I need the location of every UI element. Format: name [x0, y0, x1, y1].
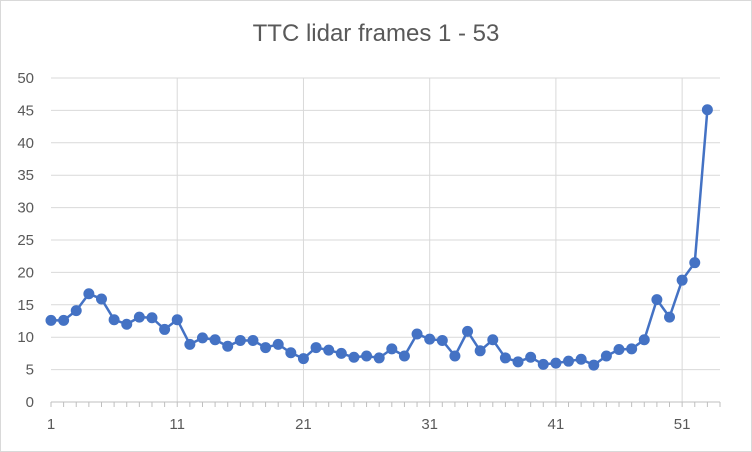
- data-point: [651, 294, 663, 306]
- data-point: [701, 104, 713, 116]
- x-tick-label: 21: [295, 416, 312, 433]
- data-point: [600, 350, 612, 362]
- data-point: [310, 342, 322, 354]
- data-point: [411, 328, 423, 340]
- data-point: [676, 274, 688, 286]
- y-tick-label: 30: [17, 200, 34, 217]
- data-point: [58, 314, 70, 326]
- data-point: [525, 351, 537, 363]
- series-line: [51, 109, 709, 367]
- data-point: [146, 312, 158, 324]
- data-point: [373, 352, 385, 364]
- x-tick-label: 1: [47, 416, 55, 433]
- data-point: [689, 257, 701, 269]
- y-tick-label: 50: [17, 70, 34, 87]
- data-point: [222, 340, 234, 352]
- x-tick-label: 51: [674, 416, 691, 433]
- y-tick-label: 0: [26, 394, 34, 411]
- y-tick-label: 45: [17, 102, 34, 119]
- data-point: [95, 293, 107, 305]
- data-point: [575, 353, 587, 365]
- x-tick-label: 41: [548, 416, 565, 433]
- data-point: [234, 334, 246, 346]
- data-point: [398, 350, 410, 362]
- chart-title: TTC lidar frames 1 - 53: [252, 20, 500, 47]
- data-point: [70, 305, 82, 317]
- data-point: [285, 347, 297, 359]
- data-point: [436, 334, 448, 346]
- x-tick-label: 11: [169, 416, 185, 433]
- y-tick-label: 25: [17, 232, 34, 249]
- data-point: [184, 338, 196, 350]
- data-point: [159, 323, 171, 335]
- data-point: [499, 352, 511, 364]
- y-tick-label: 35: [17, 167, 34, 184]
- data-point: [196, 332, 208, 344]
- y-tick-label: 20: [17, 264, 34, 281]
- data-point: [297, 353, 309, 365]
- data-point: [638, 334, 650, 346]
- y-tick-label: 10: [17, 329, 34, 346]
- data-point: [121, 318, 133, 330]
- data-point: [171, 314, 183, 326]
- data-point: [83, 288, 95, 300]
- data-point: [272, 338, 284, 350]
- data-point: [626, 343, 638, 355]
- x-tick-label: 31: [421, 416, 438, 433]
- data-point: [462, 325, 474, 337]
- data-point: [449, 350, 461, 362]
- data-point: [474, 345, 486, 357]
- data-point: [512, 356, 524, 368]
- data-point: [424, 333, 436, 345]
- data-point: [550, 357, 562, 369]
- data-point: [247, 334, 259, 346]
- data-point: [613, 344, 625, 356]
- data-point: [386, 343, 398, 355]
- data-point: [588, 359, 600, 371]
- y-tick-label: 40: [17, 135, 34, 152]
- data-point: [45, 314, 57, 326]
- data-point: [335, 347, 347, 359]
- y-tick-label: 15: [17, 297, 34, 314]
- data-point: [323, 344, 335, 356]
- data-point: [537, 358, 549, 370]
- y-tick-label: 5: [26, 362, 34, 379]
- data-point: [348, 351, 360, 363]
- data-point: [664, 311, 676, 323]
- data-point: [361, 350, 373, 362]
- data-point: [108, 314, 120, 326]
- data-point: [209, 334, 221, 346]
- data-point: [563, 355, 575, 367]
- data-point: [133, 311, 145, 323]
- data-point: [487, 334, 499, 346]
- data-point: [260, 342, 272, 354]
